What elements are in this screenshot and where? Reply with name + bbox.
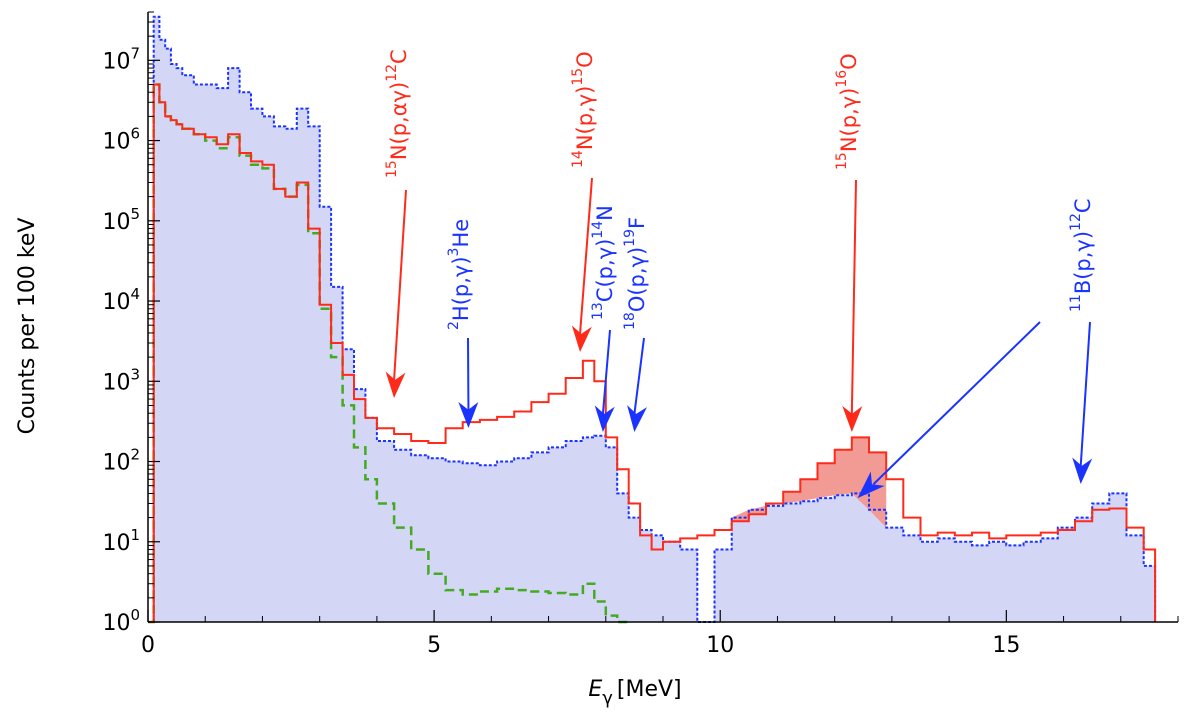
annotation-label: 15N(p,γ)16O xyxy=(834,53,861,170)
annotations: 15N(p,αγ)12C 2H(p,γ)3He 14N(p,γ)15O 13C(p,γ… xyxy=(384,49,1095,499)
annotation-arrow xyxy=(1079,321,1091,467)
y-tick-label: 107 xyxy=(102,44,140,74)
annotation-arrow xyxy=(633,337,645,415)
annotation-label: 13C(p,γ)14N xyxy=(590,205,617,320)
blue-filled-area xyxy=(148,16,1156,622)
x-tick-label: 5 xyxy=(427,633,441,658)
x-axis-label-subscript: γ xyxy=(602,688,613,709)
x-tick-label: 0 xyxy=(141,633,155,658)
annotation-arrowhead xyxy=(385,371,406,398)
y-tick-label: 101 xyxy=(102,526,140,556)
y-tick-label: 102 xyxy=(102,446,140,476)
red-filled-area xyxy=(731,437,887,528)
annotation-5: 15N(p,γ)16O xyxy=(834,53,863,432)
y-tick-label: 104 xyxy=(102,285,140,315)
y-tick-label: 103 xyxy=(102,365,140,395)
annotation-label: 15N(p,αγ)12C xyxy=(384,49,411,178)
annotation-0: 15N(p,αγ)12C xyxy=(384,49,411,398)
y-tick-label: 100 xyxy=(102,606,140,636)
filled-areas xyxy=(148,16,1156,622)
series-red-line xyxy=(148,83,1157,623)
annotation-arrow xyxy=(872,321,1041,485)
annotation-arrow xyxy=(393,189,407,381)
annotation-3: 13C(p,γ)14N xyxy=(590,205,617,432)
series-lines xyxy=(148,15,1157,624)
series-green-line xyxy=(148,83,629,624)
annotation-arrowhead xyxy=(842,405,863,432)
annotation-label: 14N(p,γ)15O xyxy=(570,51,597,168)
x-axis-label-unit: [MeV] xyxy=(617,677,682,702)
annotation-arrowhead xyxy=(1072,457,1093,484)
x-axis-label: Eγ [MeV] xyxy=(588,677,681,709)
annotation-2: 14N(p,γ)15O xyxy=(570,51,597,352)
y-axis-label: Counts per 100 keV xyxy=(15,218,40,435)
annotation-label: 2H(p,γ)3He xyxy=(446,219,473,330)
annotation-label: 18O(p,γ)19F xyxy=(622,217,649,330)
y-tick-label: 105 xyxy=(102,205,140,235)
annotation-arrow xyxy=(850,179,857,415)
annotation-arrowhead xyxy=(627,405,647,432)
annotation-arrowhead xyxy=(571,325,592,352)
series-blue-line xyxy=(148,15,1157,623)
x-axis-label-symbol: E xyxy=(588,677,602,702)
annotation-4: 18O(p,γ)19F xyxy=(622,217,649,432)
annotation-arrowhead xyxy=(594,405,615,432)
annotation-diagonal xyxy=(857,321,1041,499)
x-tick-label: 10 xyxy=(706,633,734,658)
x-tick-label: 15 xyxy=(992,633,1020,658)
annotation-1: 2H(p,γ)3He xyxy=(446,219,479,428)
annotation-arrowhead xyxy=(857,471,885,499)
y-tick-label: 106 xyxy=(102,125,140,155)
annotation-6: 11B(p,γ)12C xyxy=(1068,198,1095,484)
annotation-arrow xyxy=(601,329,611,415)
annotation-arrowhead xyxy=(458,401,479,428)
ticks: 0 5 10 15 100 101 102 103 104 105 106 107 xyxy=(102,11,1179,658)
annotation-label: 11B(p,γ)12C xyxy=(1068,198,1095,312)
annotation-arrow xyxy=(579,177,593,335)
